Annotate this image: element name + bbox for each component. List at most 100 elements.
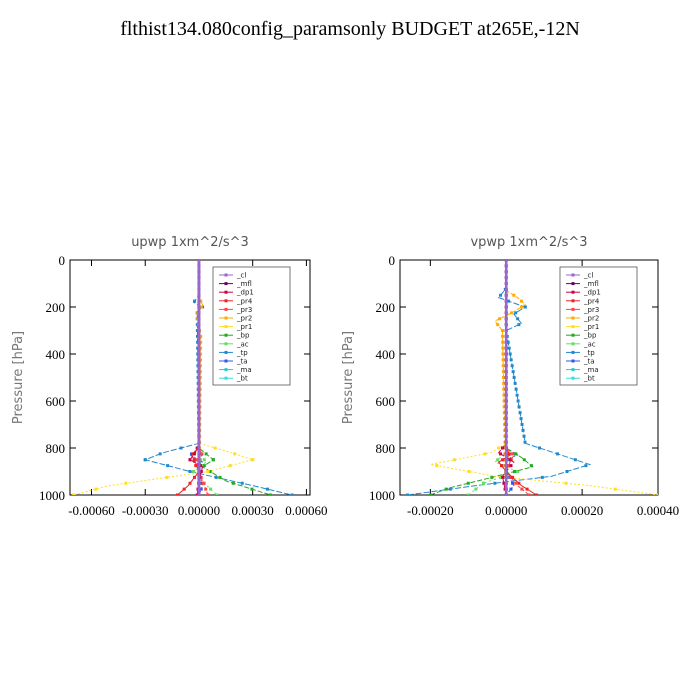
legend-marker [224, 325, 228, 329]
marker [511, 452, 515, 456]
legend-entry-ma: _ma [236, 366, 252, 374]
legend-marker [224, 342, 228, 346]
marker [165, 475, 169, 479]
marker [504, 311, 508, 315]
marker [231, 481, 235, 485]
y-tick-label: 1000 [369, 488, 395, 503]
legend-entry-ac: _ac [583, 340, 596, 348]
marker [233, 452, 237, 456]
legend-entry-pr4: _pr4 [583, 297, 600, 305]
marker [499, 452, 503, 456]
marker [504, 317, 508, 321]
marker [197, 381, 201, 385]
legend-entry-ma: _ma [583, 366, 599, 374]
marker [511, 370, 515, 374]
marker [175, 493, 179, 495]
series-markers-pr1 [435, 446, 658, 495]
y-tick-label: 400 [376, 347, 396, 362]
marker [199, 305, 203, 309]
series-line-bp [430, 260, 534, 495]
marker [523, 305, 527, 309]
marker [197, 470, 201, 473]
legend: _cl_mfl_dp1_pr4_pr3_pr2_pr1_bp_ac_tp_ta_… [559, 266, 638, 386]
marker [501, 370, 505, 374]
marker [428, 493, 432, 495]
marker [502, 393, 506, 397]
x-tick-label: -0.00030 [122, 503, 169, 518]
legend-marker [224, 368, 228, 372]
series-markers-cl [197, 260, 201, 495]
legend-marker [224, 273, 228, 277]
marker [197, 317, 201, 321]
marker [496, 458, 500, 462]
marker [535, 493, 539, 495]
marker [529, 464, 533, 468]
marker [202, 458, 206, 462]
marker [498, 317, 502, 321]
marker [520, 487, 524, 491]
marker [192, 470, 196, 473]
marker [508, 352, 512, 356]
marker [215, 493, 219, 495]
marker [503, 423, 507, 426]
legend: _cl_mfl_dp1_pr4_pr3_pr2_pr1_bp_ac_tp_ta_… [212, 266, 291, 386]
legend-entry-pr4: _pr4 [236, 297, 253, 305]
marker [197, 417, 201, 421]
marker [197, 428, 201, 432]
marker [197, 334, 201, 338]
marker [523, 440, 527, 444]
marker [502, 381, 506, 385]
marker [195, 493, 199, 495]
marker [197, 481, 201, 485]
marker [199, 470, 203, 473]
marker [501, 475, 505, 479]
marker [197, 370, 201, 374]
marker [228, 464, 232, 468]
chart-panel-2: vpwp 1xm^2/s^3 Pressure [hPa] 0 200 400 600 80… [341, 235, 679, 518]
marker [182, 487, 186, 491]
legend-entry-pr1: _pr1 [583, 323, 599, 331]
chart-panel-1: upwp 1xm^2/s^3 Pressure [hPa] 0 200 400 600 80… [11, 235, 328, 518]
marker [504, 387, 508, 391]
marker [517, 405, 521, 409]
marker [501, 340, 505, 344]
marker [197, 346, 201, 350]
marker [466, 493, 470, 495]
marker [195, 464, 199, 468]
marker [204, 452, 208, 456]
y-tick-label: 600 [376, 394, 396, 409]
marker [197, 358, 201, 362]
marker [208, 470, 212, 473]
legend-marker [571, 359, 575, 363]
marker [504, 393, 508, 397]
marker [500, 329, 504, 332]
marker [565, 470, 569, 473]
marker [197, 475, 201, 479]
x-tick-label: 0.00030 [232, 503, 274, 518]
legend-entry-pr2: _pr2 [236, 315, 252, 323]
y-tick-label: 0 [389, 253, 396, 268]
marker [290, 493, 294, 495]
legend-marker [571, 290, 575, 294]
marker [218, 475, 222, 479]
marker [504, 470, 508, 473]
marker [504, 282, 508, 285]
marker [453, 458, 457, 462]
marker [197, 276, 201, 280]
marker [504, 446, 508, 450]
marker [504, 452, 508, 456]
series-markers-pr4 [499, 452, 539, 495]
marker [490, 475, 494, 479]
marker [564, 481, 568, 485]
marker [197, 446, 201, 450]
marker [493, 481, 497, 485]
marker [192, 299, 196, 303]
x-tick-label: 0.00000 [178, 503, 220, 518]
marker [188, 481, 192, 485]
legend-entry-tp: _tp [583, 349, 595, 357]
marker [195, 446, 199, 450]
marker [197, 434, 201, 438]
marker [444, 487, 448, 491]
marker [513, 470, 517, 473]
